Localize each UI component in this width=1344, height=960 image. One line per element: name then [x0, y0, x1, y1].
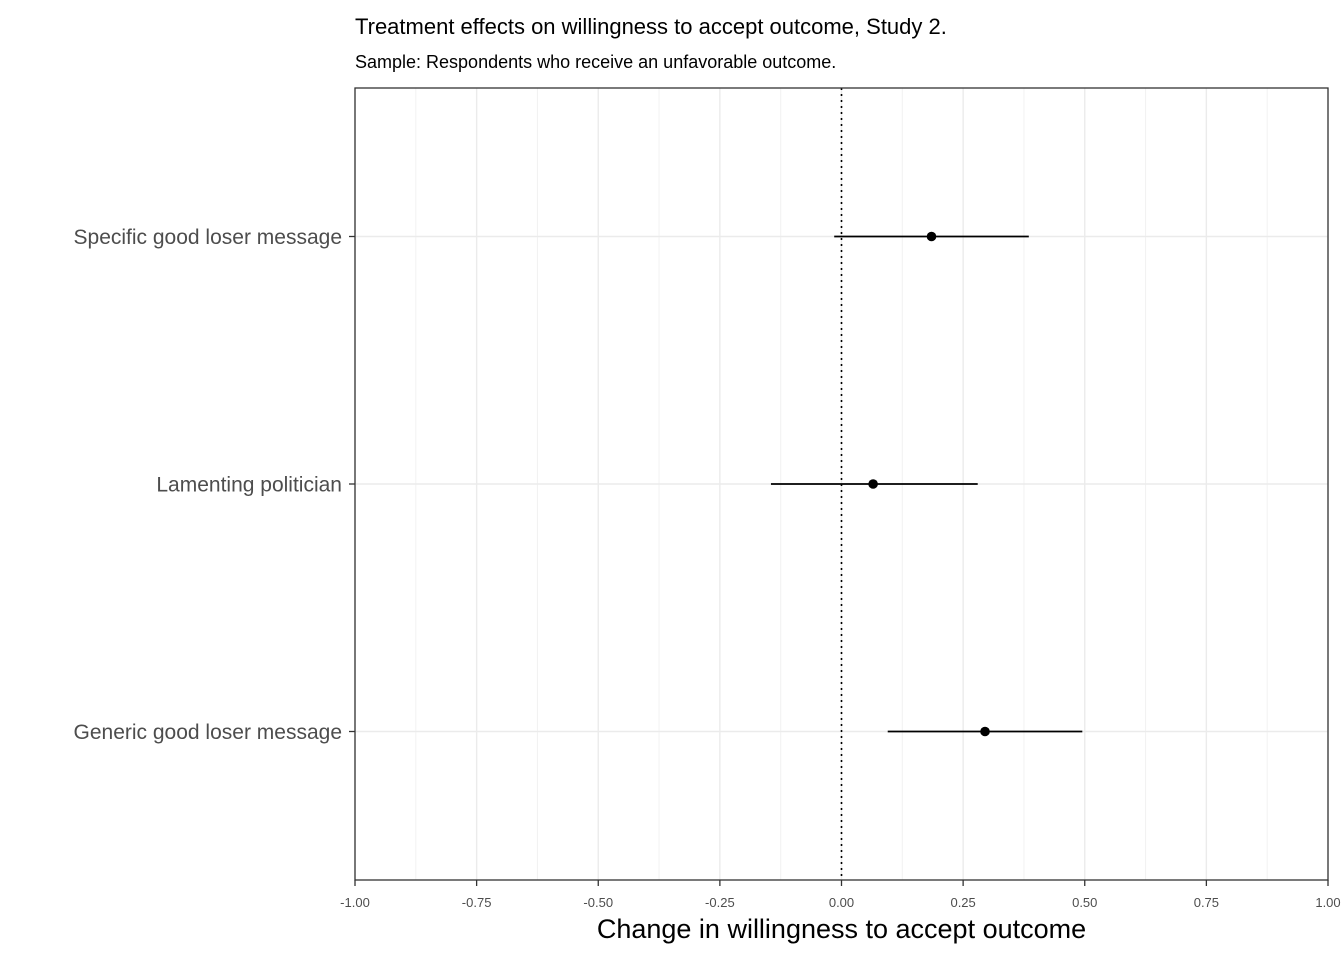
- y-axis: Specific good loser message Lamenting pol…: [74, 226, 355, 744]
- x-tick-label: -0.25: [705, 895, 735, 910]
- chart-subtitle: Sample: Respondents who receive an unfav…: [355, 52, 836, 72]
- x-tick-label: 1.00: [1315, 895, 1340, 910]
- x-tick-label: 0.25: [950, 895, 975, 910]
- y-tick-label: Lamenting politician: [156, 474, 342, 497]
- point-estimate: [980, 726, 990, 737]
- x-tick-label: -0.75: [462, 895, 492, 910]
- y-tick-label: Generic good loser message: [74, 721, 342, 744]
- point-estimate: [926, 231, 937, 242]
- x-tick-label: 0.00: [829, 895, 854, 910]
- y-tick-label: Specific good loser message: [74, 226, 342, 249]
- x-tick-label: 0.50: [1072, 895, 1097, 910]
- x-tick-label: -1.00: [340, 895, 370, 910]
- x-axis: -1.00 -0.75 -0.50 -0.25 0.00 0.25 0.50 0.75 1.00: [340, 880, 1341, 910]
- estimate-marks: [770, 231, 1083, 737]
- chart-title: Treatment effects on willingness to acce…: [355, 14, 947, 39]
- x-axis-title: Change in willingness to accept outcome: [597, 914, 1086, 944]
- point-estimate: [868, 479, 878, 489]
- x-tick-label: 0.75: [1194, 895, 1219, 910]
- x-tick-label: -0.50: [583, 895, 613, 910]
